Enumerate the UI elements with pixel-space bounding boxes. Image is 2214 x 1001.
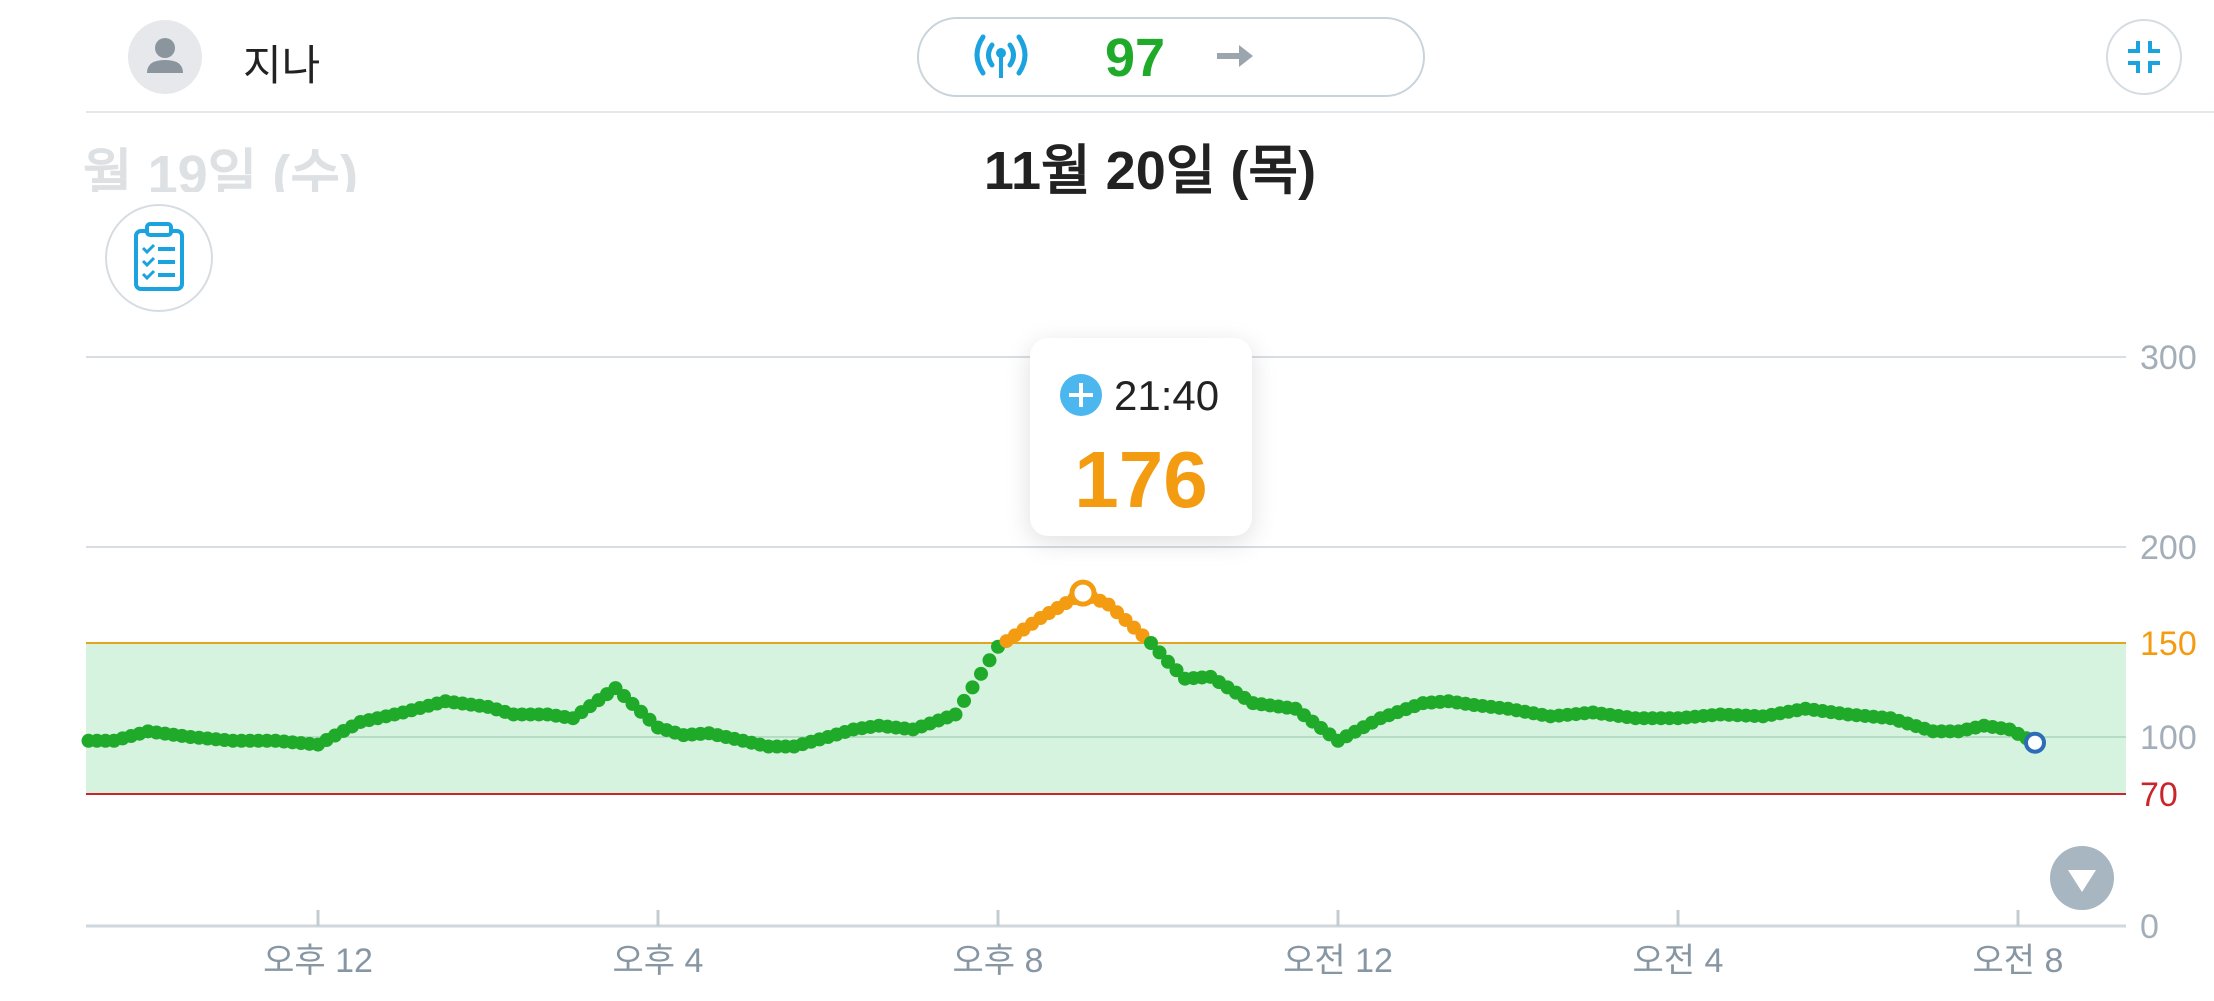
- tooltip-time: 21:40: [1114, 372, 1220, 419]
- logbook-button[interactable]: [105, 204, 213, 312]
- previous-day-label[interactable]: 월 19일 (수): [82, 145, 358, 192]
- glucose-point: [957, 693, 971, 708]
- tooltip-value: 176: [1074, 435, 1208, 524]
- glucose-point: [1144, 636, 1158, 650]
- user-name: 지나: [243, 42, 321, 89]
- x-tick-label: 오전 12: [1283, 942, 1393, 980]
- y-tick-label: 100: [2140, 719, 2197, 757]
- x-tick-label: 오전 4: [1633, 942, 1724, 980]
- peak-reading-marker: [1069, 579, 1097, 607]
- x-tick-label: 오후 12: [263, 942, 373, 980]
- glucose-point: [982, 653, 997, 668]
- y-tick-label: 300: [2140, 339, 2197, 377]
- chevron-down-icon: [2068, 870, 2096, 892]
- user-avatar[interactable]: [128, 20, 202, 94]
- header-divider: [86, 111, 2214, 113]
- x-tick-label: 오전 8: [1973, 942, 2064, 980]
- clipboard-icon: [134, 222, 184, 291]
- glucose-point: [974, 666, 988, 681]
- signal-icon: [974, 34, 1028, 78]
- glucose-point: [965, 680, 980, 695]
- reading-tooltip: 21:40 176: [1030, 338, 1252, 536]
- arrow-right-icon: [1217, 45, 1253, 67]
- glucose-point: [948, 707, 963, 722]
- y-tick-label: 200: [2140, 529, 2197, 567]
- latest-reading-marker: [2024, 731, 2046, 754]
- y-tick-label: 0: [2140, 908, 2159, 946]
- x-tick-label: 오후 4: [613, 942, 704, 980]
- current-glucose-widget[interactable]: 97: [917, 17, 1425, 97]
- plus-icon[interactable]: [1060, 374, 1102, 416]
- glucose-point: [1152, 645, 1167, 660]
- collapse-button[interactable]: [2106, 19, 2182, 95]
- user-icon: [147, 38, 183, 73]
- y-tick-label: 70: [2140, 776, 2178, 814]
- y-tick-label: 150: [2140, 625, 2197, 663]
- current-day-label: 11월 20일 (목): [983, 141, 1317, 201]
- glucose-point: [1161, 654, 1175, 669]
- glucose-point: [1169, 663, 1184, 678]
- x-tick-label: 오후 8: [953, 942, 1044, 980]
- target-range-band: [86, 643, 2126, 794]
- current-glucose-value: 97: [1105, 28, 1166, 88]
- collapse-icon: [2128, 41, 2160, 73]
- scroll-to-latest-button[interactable]: [2050, 846, 2114, 910]
